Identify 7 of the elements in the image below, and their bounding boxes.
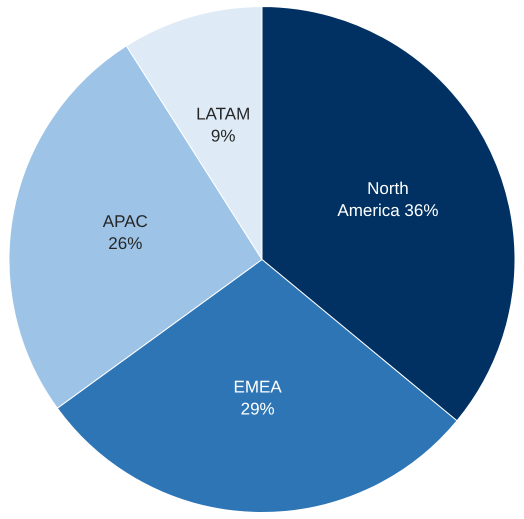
data-label: 26% <box>108 234 142 254</box>
slice-label: North America 36% <box>337 178 438 220</box>
data-label: 9% <box>210 126 236 146</box>
slice-label: EMEA <box>234 377 282 396</box>
slice-label: APAC <box>102 212 148 232</box>
data-label: 29% <box>240 399 275 418</box>
slice-label: LATAM <box>196 104 250 124</box>
